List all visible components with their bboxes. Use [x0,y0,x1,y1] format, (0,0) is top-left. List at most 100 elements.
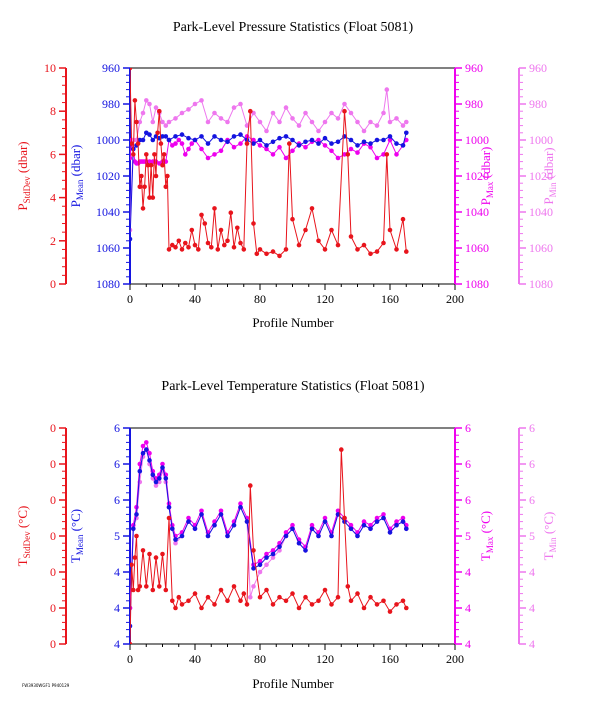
temperature-mean-point [147,458,152,463]
pressure-x-tick-label: 200 [446,292,464,306]
pressure-stddev-point [131,152,136,157]
temperature-stddev-point [251,548,256,553]
pressure-stddev-line [130,68,407,257]
temperature-stddev-point [296,605,302,611]
pressure-min-point [225,119,230,125]
pressure-mean-point [368,141,373,146]
pressure-max-point [264,146,269,152]
temperature-stddev-point [270,602,276,607]
temperature-mean-point [277,544,282,550]
pressure-min-point [384,87,390,92]
temperature-stddev-point [186,598,191,604]
pressure-max-point [186,146,191,152]
pressure-max-point [303,144,308,150]
temperature-stddev-point [134,533,139,539]
pressure-mean-point [212,134,217,139]
pressure-stddev-point [228,210,234,215]
pressure-mean-point [404,130,409,136]
pressure-mean-point [264,143,269,148]
pressure-min-point [140,110,146,116]
pressure-max-point [381,152,386,157]
pressure-max-point [147,159,152,164]
pressure-max-point [189,141,195,146]
temperature-stddev-tick-label: 0 [50,457,56,471]
pressure-max-point [316,137,321,143]
pressure-mean-point [225,139,230,145]
temperature-stddev-point [130,562,134,568]
pressure-mean-point [387,134,393,139]
pressure-min-point [296,123,302,128]
temperature-mean-point [381,515,386,521]
pressure-stddev-point [161,152,167,157]
temperature-x-axis-label: Profile Number [252,676,334,691]
temperature-min-point [264,562,269,568]
pressure-mean-point [186,135,191,141]
pressure-min-point [309,119,315,125]
temperature-min-point [173,540,178,546]
temperature-stddev-point [147,551,152,557]
temperature-stddev-point [394,602,399,607]
pressure-stddev-point [153,173,159,179]
pressure-stddev-tick-label: 4 [50,191,56,205]
temperature-max-tick-label: 4 [465,565,471,579]
pressure-stddev-point [158,141,164,146]
pressure-mean-point [231,134,237,139]
pressure-mean-tick-label: 1000 [96,133,120,147]
temperature-x-tick-label: 160 [381,652,399,666]
pressure-mean-point [381,137,386,143]
temperature-mean-point [150,472,156,478]
pressure-mean-point [238,132,243,137]
pressure-max-point [231,144,237,150]
temperature-stddev-point [244,602,250,607]
pressure-min-point [368,119,373,125]
temperature-max-point [264,551,269,557]
temperature-mean-point [144,447,149,452]
pressure-stddev-point [183,240,188,246]
temperature-stddev-point [290,591,295,596]
pressure-max-point [283,155,289,161]
pressure-mean-point [303,139,308,145]
temperature-x-tick-label: 80 [254,652,266,666]
pressure-stddev-point [316,238,321,244]
pressure-min-line [130,89,407,231]
temperature-max-point [186,515,191,521]
pressure-x-tick-label: 0 [127,292,133,306]
temperature-max-point [381,512,386,517]
pressure-mean-point [309,137,315,143]
pressure-mean-tick-label: 980 [102,97,120,111]
temperature-max-tick-label: 5 [465,529,471,543]
pressure-stddev-point [176,238,182,244]
pressure-stddev-point [335,242,341,248]
pressure-mean-point [218,137,224,143]
pressure-max-point [290,148,295,154]
temperature-max-point [309,522,315,528]
pressure-stddev-point [196,247,201,252]
pressure-max-point [322,143,328,148]
temperature-mean-point [374,519,380,524]
temperature-stddev-point [166,515,172,521]
temperature-stddev-point [400,598,406,604]
temperature-plot-frame [129,427,456,645]
temperature-mean-tick-label: 6 [114,421,120,435]
temperature-max-tick-label: 6 [465,421,471,435]
pressure-stddev-point [170,242,175,248]
pressure-stddev-point [160,162,165,168]
temperature-mean-tick-label: 4 [114,565,120,579]
pressure-min-point [144,98,149,103]
pressure-mean-point [150,137,156,143]
temperature-mean-point [394,522,399,528]
temperature-stddev-point [192,591,198,596]
pressure-stddev-point [139,173,144,179]
temperature-mean-point [153,479,159,485]
pressure-max-point [277,144,282,150]
pressure-max-point [238,141,243,146]
temperature-mean-axis-label: TMean (°C) [68,509,85,563]
temperature-mean-point [163,476,169,481]
temperature-stddev-point [309,602,315,607]
pressure-stddev-point [348,234,354,239]
temperature-max-point [400,515,406,521]
temperature-stddev-tick-label: 0 [50,493,56,507]
temperature-stddev-point [150,587,156,593]
temperature-stddev-point [283,598,289,604]
pressure-min-point [153,105,159,110]
